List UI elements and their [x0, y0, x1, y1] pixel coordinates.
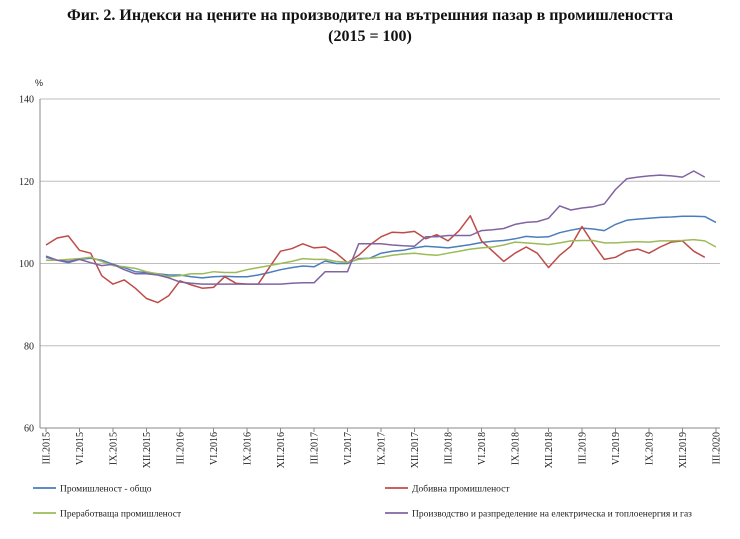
legend: Промишленост - общо Добивна промишленост П…	[33, 484, 692, 520]
series-line-4	[45, 170, 706, 285]
y-tick-label: 100	[19, 259, 34, 270]
series-line-1	[45, 215, 717, 279]
x-tick-label: XII.2019	[678, 432, 689, 468]
y-tick-label: 120	[19, 177, 34, 188]
x-tick-label: III.2015	[42, 432, 53, 465]
x-tick-label: III.2018	[444, 432, 455, 465]
y-tick-label: 60	[24, 424, 34, 435]
y-unit-label: %	[35, 78, 43, 88]
chart-title: Фиг. 2. Индекси на цените на производите…	[66, 7, 674, 24]
x-tick-label: XII.2017	[410, 432, 421, 468]
chart-subtitle: (2015 = 100)	[328, 28, 412, 45]
series-line-3	[46, 238, 717, 278]
x-tick-label: IX.2019	[645, 432, 656, 465]
gridlines	[40, 98, 720, 429]
x-tick-label: IX.2015	[109, 432, 120, 465]
x-tick-label: III.2020	[712, 432, 723, 465]
x-tick-label: XII.2018	[544, 432, 555, 468]
x-tick-label: XII.2016	[276, 432, 287, 468]
legend-label-4: Производство и разпределение на електрич…	[412, 510, 692, 520]
x-tick-label: VI.2018	[477, 432, 488, 465]
x-tick-label: VI.2015	[75, 432, 86, 465]
legend-label-3: Преработваща промишленост	[60, 509, 182, 520]
axes	[39, 99, 717, 432]
x-tick-label: IX.2018	[511, 432, 522, 465]
x-tick-label: VI.2019	[611, 432, 622, 465]
y-tick-label: 140	[19, 95, 34, 106]
legend-label-1: Промишленост - общо	[60, 484, 152, 495]
y-tick-labels: % 60 80 100 120 140	[19, 78, 43, 435]
x-tick-label: III.2019	[578, 432, 589, 465]
legend-label-2: Добивна промишленост	[412, 484, 510, 495]
x-tick-label: III.2016	[176, 432, 187, 465]
x-tick-label: IX.2017	[377, 432, 388, 465]
x-tick-label: VI.2017	[343, 432, 354, 465]
x-tick-labels: III.2015 VI.2015 IX.2015 XII.2015 III.2016 VI…	[42, 432, 723, 468]
series-line-2	[45, 215, 706, 304]
x-tick-label: IX.2016	[243, 432, 254, 465]
series-lines	[45, 170, 717, 304]
x-tick-label: III.2017	[310, 432, 321, 465]
y-tick-label: 80	[24, 341, 34, 352]
x-tick-label: VI.2016	[209, 432, 220, 465]
x-tick-label: XII.2015	[142, 432, 153, 468]
